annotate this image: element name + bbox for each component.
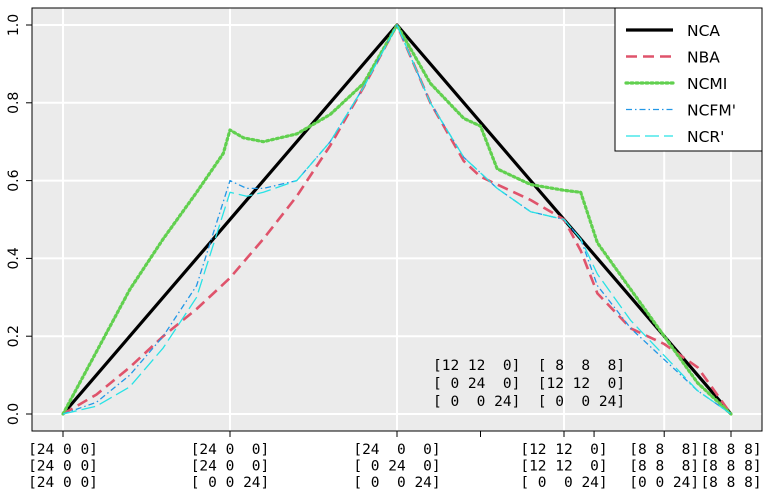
x-tick-label: [24 0 0]	[353, 442, 440, 458]
legend-label: NBA	[687, 49, 720, 67]
y-tick-label: 0.8	[6, 92, 22, 114]
x-tick-label: [ 0 0 24]	[520, 475, 607, 491]
x-tick-label: [8 8 8]	[700, 442, 761, 458]
series-group	[61, 23, 733, 416]
x-tick-label: [24 0 0]	[28, 459, 98, 475]
annotation-line: [ 0 24 0] [12 12 0]	[433, 376, 625, 392]
x-tick-label: [24 0 0]	[191, 459, 270, 475]
series-line	[62, 24, 732, 415]
annotation: [12 12 0] [ 8 8 8] [ 0 24 0] [12 12 0] [ 0…	[433, 358, 625, 410]
legend-label: NCA	[687, 22, 720, 40]
y-tick-label: 0.6	[6, 169, 22, 191]
x-tick-label: [8 8 8]	[700, 475, 761, 491]
annotation-line: [ 0 0 24] [ 0 0 24]	[433, 394, 625, 410]
legend-label: NCFM'	[687, 102, 736, 120]
x-tick-label: [24 0 0]	[28, 475, 98, 491]
x-tick-label: [12 12 0]	[520, 459, 607, 475]
x-tick-label: [24 0 0]	[191, 442, 270, 458]
x-tick-label: [ 0 0 24]	[353, 475, 440, 491]
x-tick-label: [8 8 8]	[629, 459, 699, 475]
series-line	[62, 24, 732, 415]
y-tick-label: 0.4	[6, 247, 22, 269]
y-tick-label: 0.0	[6, 403, 22, 425]
legend-label: NCMI	[687, 75, 727, 93]
y-tick-label: 1.0	[6, 14, 22, 36]
x-tick-label: [8 8 8]	[629, 442, 699, 458]
legend-label: NCR'	[687, 128, 724, 146]
x-axis: [24 0 0][24 0 0][24 0 0][24 0 0][24 0 0]…	[28, 431, 762, 491]
x-tick-label: [0 0 24]	[629, 475, 699, 491]
y-tick-label: 0.2	[6, 325, 22, 347]
x-tick-label: [ 0 0 24]	[191, 475, 270, 491]
x-tick-label: [8 8 8]	[700, 459, 761, 475]
annotation-line: [12 12 0] [ 8 8 8]	[433, 358, 625, 374]
legend: NCA NBA NCMI NCFM' NCR'	[614, 7, 763, 152]
y-axis: 0.0 0.2 0.4 0.6 0.8 1.0	[6, 14, 32, 425]
x-tick-label: [24 0 0]	[28, 442, 98, 458]
x-tick-label: [12 12 0]	[520, 442, 607, 458]
x-tick-label: [ 0 24 0]	[353, 459, 440, 475]
legend-box	[614, 7, 763, 152]
